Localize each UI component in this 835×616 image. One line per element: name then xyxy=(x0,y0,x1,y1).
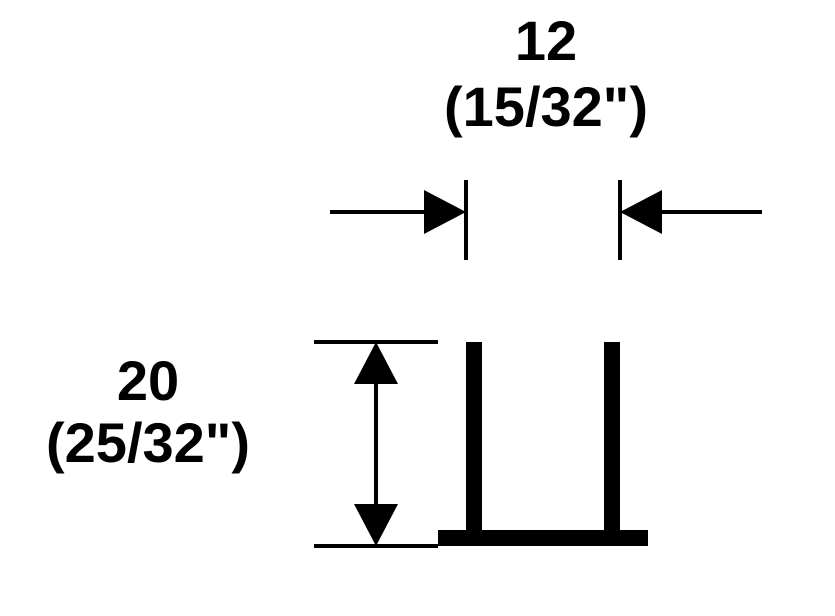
width-inch: (15/32") xyxy=(444,75,648,138)
height-inch: (25/32") xyxy=(46,411,250,474)
height-mm: 20 xyxy=(117,349,179,412)
width-mm: 12 xyxy=(515,9,577,72)
